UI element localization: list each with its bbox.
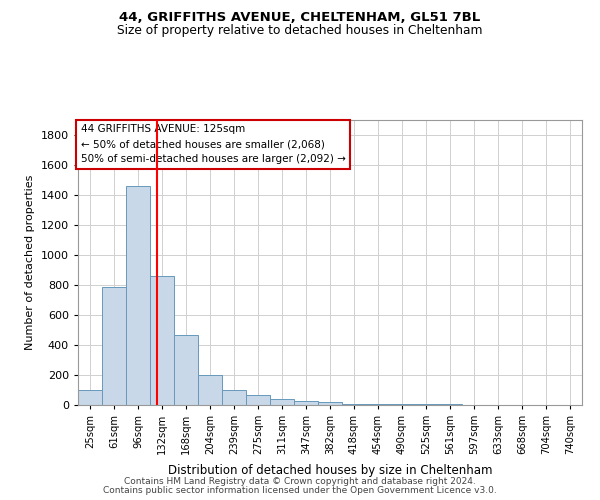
- Bar: [294, 400, 318, 405]
- Bar: [438, 404, 462, 405]
- Bar: [342, 404, 366, 405]
- X-axis label: Distribution of detached houses by size in Cheltenham: Distribution of detached houses by size …: [168, 464, 492, 477]
- Bar: [246, 395, 270, 405]
- Text: Contains public sector information licensed under the Open Government Licence v3: Contains public sector information licen…: [103, 486, 497, 495]
- Bar: [222, 390, 246, 405]
- Text: Contains HM Land Registry data © Crown copyright and database right 2024.: Contains HM Land Registry data © Crown c…: [124, 477, 476, 486]
- Bar: [198, 375, 222, 405]
- Bar: [366, 404, 390, 405]
- Bar: [390, 404, 414, 405]
- Bar: [126, 186, 150, 405]
- Text: Size of property relative to detached houses in Cheltenham: Size of property relative to detached ho…: [117, 24, 483, 37]
- Bar: [150, 276, 174, 405]
- Bar: [270, 399, 294, 405]
- Bar: [414, 404, 438, 405]
- Text: 44, GRIFFITHS AVENUE, CHELTENHAM, GL51 7BL: 44, GRIFFITHS AVENUE, CHELTENHAM, GL51 7…: [119, 11, 481, 24]
- Text: 44 GRIFFITHS AVENUE: 125sqm
← 50% of detached houses are smaller (2,068)
50% of : 44 GRIFFITHS AVENUE: 125sqm ← 50% of det…: [80, 124, 346, 164]
- Bar: [102, 286, 126, 405]
- Y-axis label: Number of detached properties: Number of detached properties: [25, 175, 35, 350]
- Bar: [174, 334, 198, 405]
- Bar: [78, 390, 102, 405]
- Bar: [318, 402, 342, 405]
